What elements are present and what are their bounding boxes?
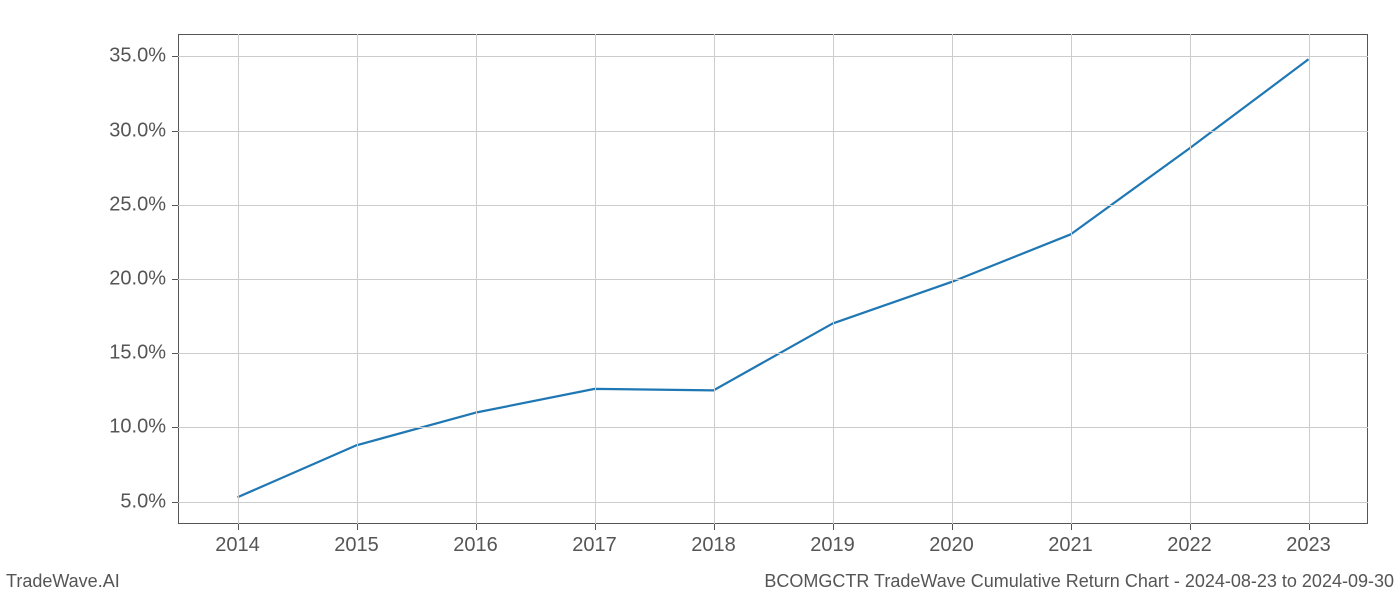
x-tick-mark xyxy=(714,524,715,530)
footer-right-label: BCOMGCTR TradeWave Cumulative Return Cha… xyxy=(764,571,1394,592)
grid-line-horizontal xyxy=(178,279,1368,280)
x-tick-mark xyxy=(1309,524,1310,530)
x-tick-mark xyxy=(833,524,834,530)
grid-line-horizontal xyxy=(178,502,1368,503)
x-tick-label: 2020 xyxy=(929,534,974,557)
chart-container: TradeWave.AI BCOMGCTR TradeWave Cumulati… xyxy=(0,0,1400,600)
y-tick-label: 25.0% xyxy=(109,193,166,216)
x-tick-mark xyxy=(357,524,358,530)
x-tick-mark xyxy=(1190,524,1191,530)
x-tick-mark xyxy=(952,524,953,530)
y-tick-mark xyxy=(172,131,178,132)
grid-line-horizontal xyxy=(178,56,1368,57)
grid-line-horizontal xyxy=(178,427,1368,428)
footer-left-label: TradeWave.AI xyxy=(6,571,120,592)
y-tick-label: 30.0% xyxy=(109,119,166,142)
x-tick-label: 2022 xyxy=(1167,534,1212,557)
y-tick-mark xyxy=(172,353,178,354)
grid-line-horizontal xyxy=(178,205,1368,206)
x-tick-mark xyxy=(238,524,239,530)
x-tick-label: 2021 xyxy=(1048,534,1093,557)
y-tick-label: 35.0% xyxy=(109,45,166,68)
y-tick-mark xyxy=(172,205,178,206)
x-tick-mark xyxy=(476,524,477,530)
x-tick-mark xyxy=(595,524,596,530)
y-tick-label: 20.0% xyxy=(109,268,166,291)
y-tick-mark xyxy=(172,427,178,428)
grid-line-horizontal xyxy=(178,353,1368,354)
y-tick-label: 15.0% xyxy=(109,342,166,365)
y-tick-mark xyxy=(172,502,178,503)
y-tick-label: 5.0% xyxy=(120,490,166,513)
x-tick-label: 2017 xyxy=(572,534,617,557)
grid-line-horizontal xyxy=(178,131,1368,132)
x-tick-label: 2023 xyxy=(1286,534,1331,557)
x-tick-label: 2016 xyxy=(453,534,498,557)
x-tick-mark xyxy=(1071,524,1072,530)
y-tick-mark xyxy=(172,279,178,280)
x-tick-label: 2015 xyxy=(334,534,379,557)
x-tick-label: 2019 xyxy=(810,534,855,557)
y-tick-label: 10.0% xyxy=(109,416,166,439)
x-tick-label: 2014 xyxy=(215,534,260,557)
y-tick-mark xyxy=(172,56,178,57)
x-tick-label: 2018 xyxy=(691,534,736,557)
